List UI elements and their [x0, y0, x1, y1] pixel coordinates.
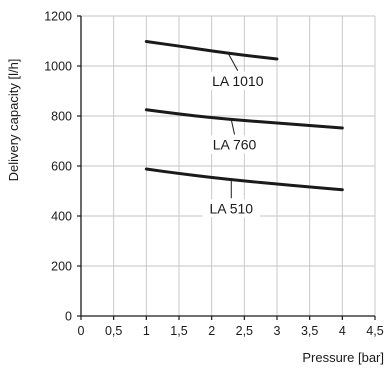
leader-line — [230, 119, 236, 135]
y-tick-label: 1000 — [44, 60, 72, 74]
series-label-background — [202, 199, 261, 218]
series-label: LA 510 — [209, 200, 253, 216]
series-label: LA 1010 — [212, 73, 264, 89]
y-tick-label: 400 — [51, 210, 72, 224]
x-tick-label: 0,5 — [105, 324, 122, 338]
series-group: LA 1010 LA 760 LA 510 — [144, 40, 344, 218]
series-label-background — [205, 135, 264, 154]
series-label: LA 760 — [213, 137, 257, 153]
x-axis-ticks: 0 0,5 1 1,5 2 2,5 3 3,5 4 4,5 — [78, 316, 384, 338]
y-axis-ticks: 0 200 400 600 800 1000 1200 — [44, 10, 81, 324]
y-tick-label: 1200 — [44, 10, 72, 24]
grid — [81, 15, 376, 316]
series-line-la-1010 — [144, 40, 279, 61]
leader-line — [227, 52, 239, 71]
y-tick-label: 600 — [51, 160, 72, 174]
series-line-la-510 — [144, 167, 344, 192]
y-axis-label: Delivery capacity [l/h] — [6, 59, 21, 182]
x-tick-label: 1 — [143, 324, 150, 338]
series-line-la-760 — [144, 108, 344, 130]
y-tick-label: 200 — [51, 260, 72, 274]
x-tick-label: 1,5 — [170, 324, 187, 338]
x-tick-label: 0 — [78, 324, 85, 338]
series-label-background — [204, 71, 271, 90]
x-tick-label: 4 — [339, 324, 346, 338]
x-tick-label: 2,5 — [236, 324, 253, 338]
x-tick-label: 2 — [208, 324, 215, 338]
x-tick-label: 4,5 — [366, 324, 383, 338]
x-tick-label: 3 — [274, 324, 281, 338]
y-tick-label: 0 — [65, 310, 72, 324]
y-tick-label: 800 — [51, 110, 72, 124]
x-tick-label: 3,5 — [301, 324, 318, 338]
x-axis-label: Pressure [bar] — [302, 350, 384, 365]
